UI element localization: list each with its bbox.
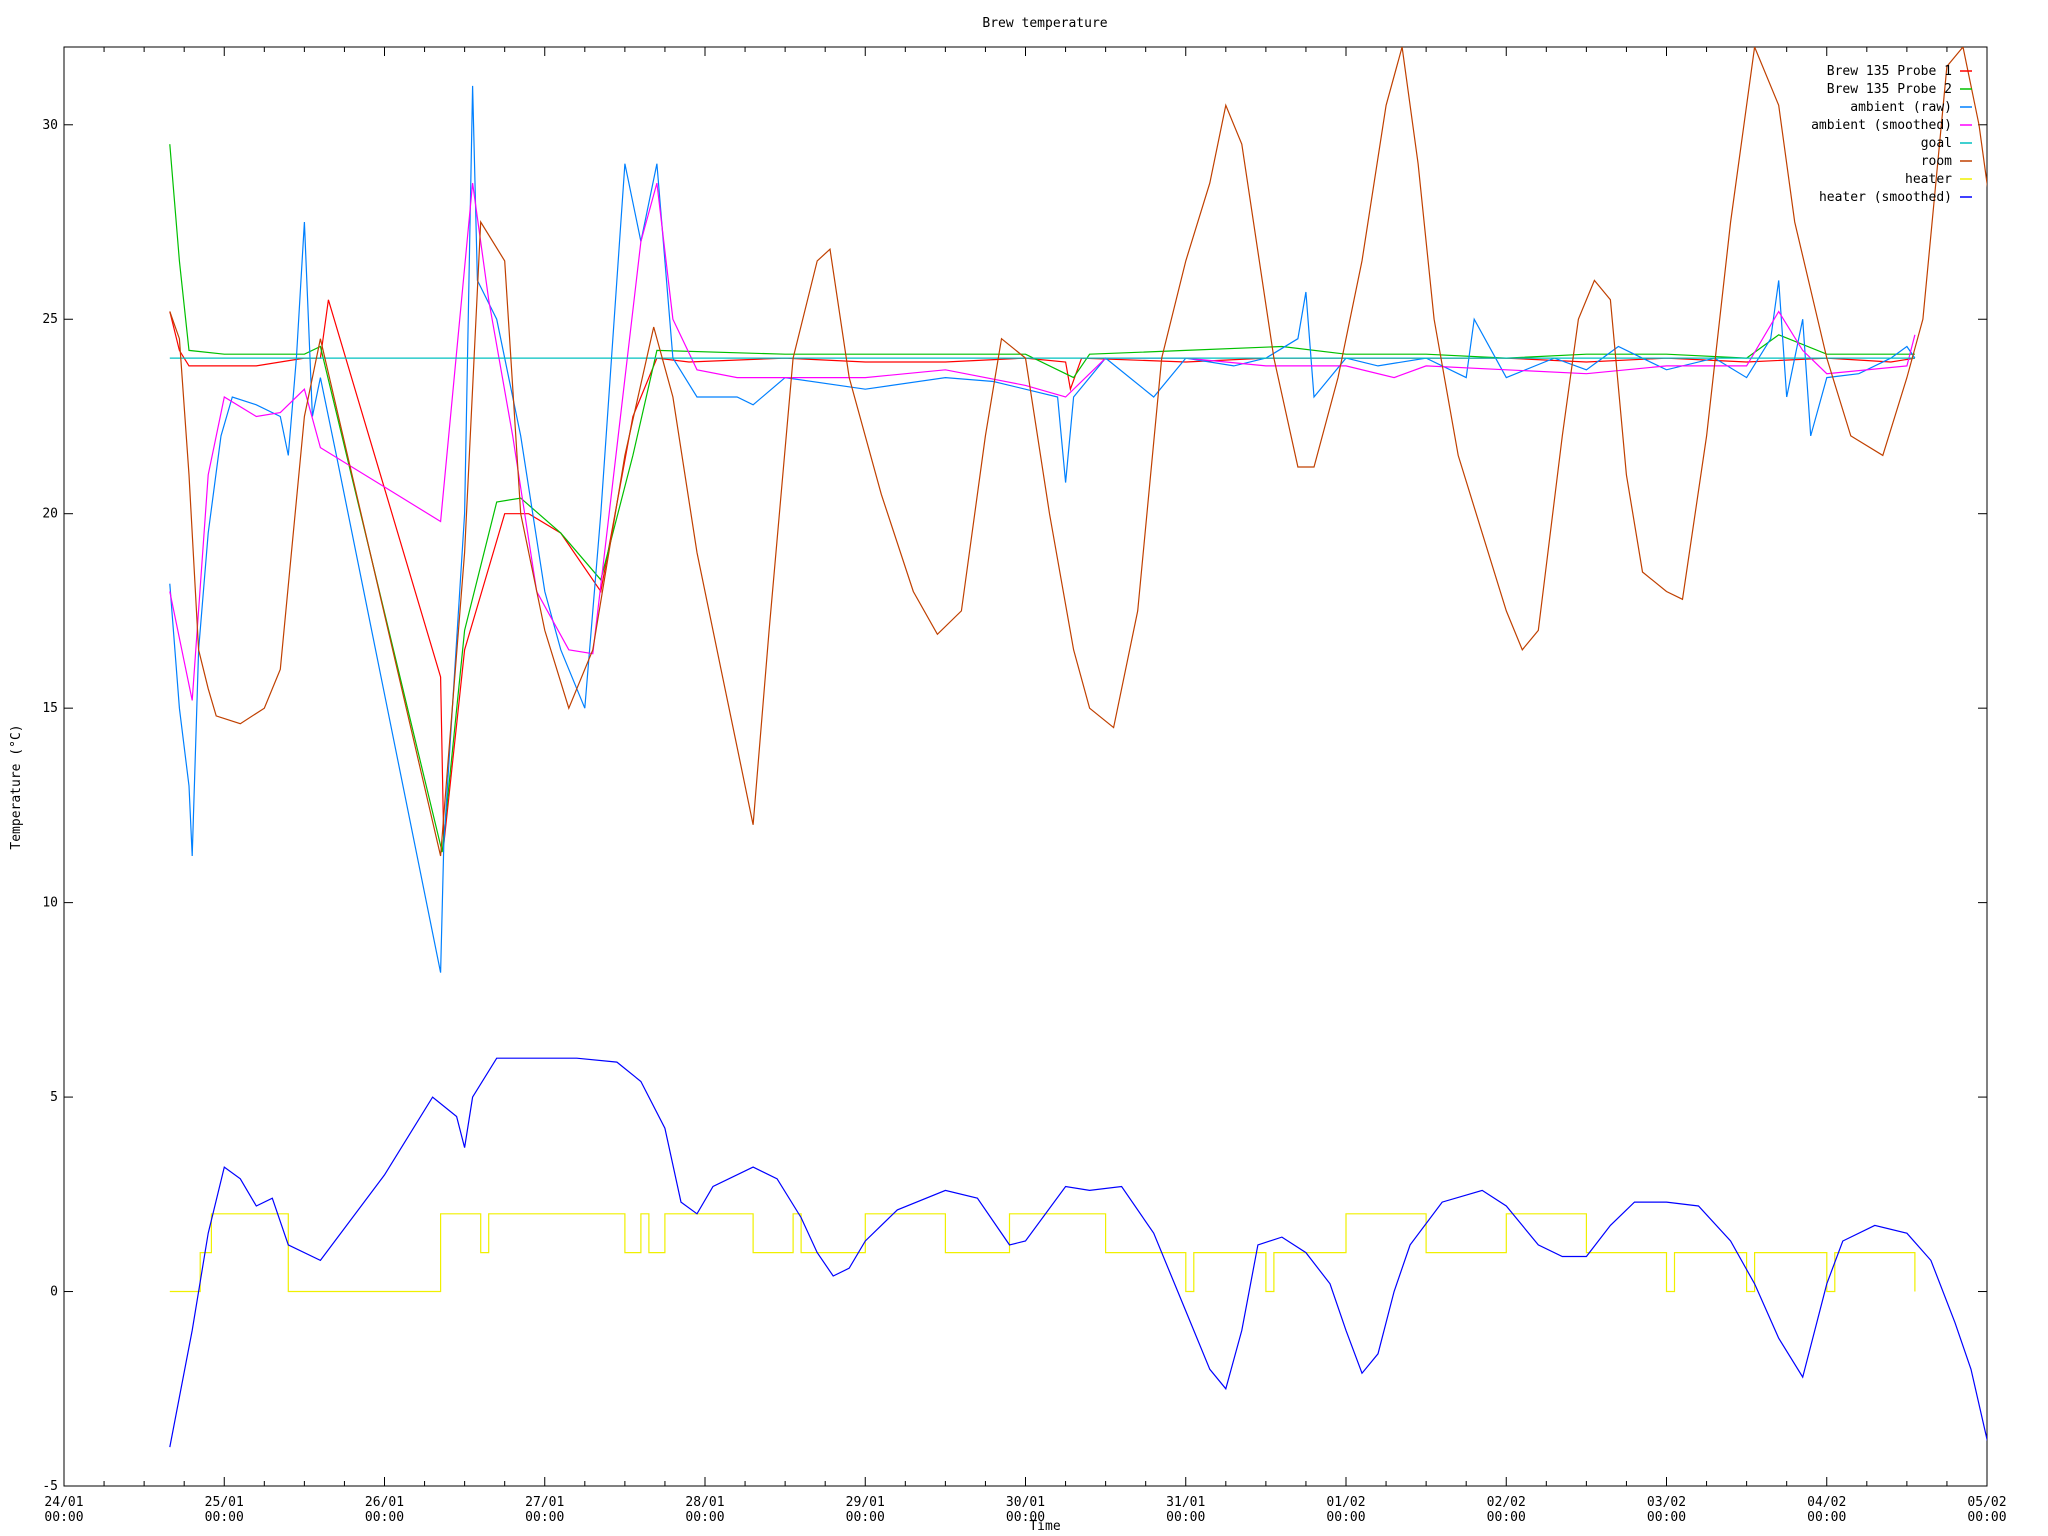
- x-tick-label-date: 03/02: [1647, 1495, 1686, 1510]
- y-tick-label: 5: [50, 1090, 58, 1105]
- y-tick-label: -5: [42, 1479, 58, 1494]
- legend-label-ambient-raw: ambient (raw): [1850, 100, 1952, 115]
- x-tick-label-date: 01/02: [1326, 1495, 1365, 1510]
- x-tick-label-time: 00:00: [525, 1510, 564, 1525]
- y-tick-label: 10: [42, 896, 58, 911]
- legend-label-heater: heater: [1905, 172, 1952, 187]
- x-tick-label-time: 00:00: [365, 1510, 404, 1525]
- x-tick-label-date: 30/01: [1006, 1495, 1045, 1510]
- legend-label-ambient-smoothed: ambient (smoothed): [1811, 118, 1952, 133]
- x-tick-label-date: 02/02: [1487, 1495, 1526, 1510]
- y-tick-label: 0: [50, 1285, 58, 1300]
- series-line-room: [169, 47, 1987, 857]
- legend-label-brew-135-probe-1: Brew 135 Probe 1: [1827, 64, 1952, 79]
- axes: -505101520253024/0100:0025/0100:0026/010…: [42, 47, 2007, 1525]
- y-axis-label: Temperature (°C): [9, 724, 24, 849]
- x-tick-label-time: 00:00: [1647, 1510, 1686, 1525]
- y-tick-label: 30: [42, 118, 58, 133]
- series-line-ambient-raw: [169, 85, 1916, 973]
- legend: Brew 135 Probe 1 Brew 135 Probe 2 ambient …: [1811, 64, 1972, 205]
- legend-label-heater-smoothed: heater (smoothed): [1819, 190, 1952, 205]
- x-tick-label-time: 00:00: [44, 1510, 83, 1525]
- plot-area-frame: [63, 46, 1988, 1487]
- x-tick-label-date: 04/02: [1807, 1495, 1846, 1510]
- x-tick-label-date: 28/01: [685, 1495, 724, 1510]
- x-tick-label-time: 00:00: [1967, 1510, 2006, 1525]
- x-tick-label-time: 00:00: [1166, 1510, 1205, 1525]
- series-line-brew-135-probe-2: [169, 144, 1915, 853]
- y-tick-label: 20: [42, 507, 58, 522]
- x-tick-label-date: 25/01: [205, 1495, 244, 1510]
- x-tick-label-time: 00:00: [1006, 1510, 1045, 1525]
- x-tick-label-date: 26/01: [365, 1495, 404, 1510]
- x-tick-label-time: 00:00: [1487, 1510, 1526, 1525]
- y-tick-label: 15: [42, 701, 58, 716]
- x-tick-label-time: 00:00: [846, 1510, 885, 1525]
- x-axis-label: Time: [1029, 1519, 1060, 1534]
- x-tick-label-date: 24/01: [44, 1495, 83, 1510]
- legend-label-goal: goal: [1921, 136, 1952, 151]
- x-tick-label-date: 27/01: [525, 1495, 564, 1510]
- series-layer: [169, 47, 1987, 1448]
- x-tick-label-date: 05/02: [1967, 1495, 2006, 1510]
- legend-label-room: room: [1921, 154, 1952, 169]
- y-tick-label: 25: [42, 312, 58, 327]
- x-tick-label-date: 31/01: [1166, 1495, 1205, 1510]
- x-tick-label-time: 00:00: [1807, 1510, 1846, 1525]
- x-tick-label-time: 00:00: [205, 1510, 244, 1525]
- x-tick-label-time: 00:00: [685, 1510, 724, 1525]
- series-line-ambient-smoothed: [169, 182, 1916, 701]
- series-line-heater-smoothed: [169, 1057, 1987, 1448]
- chart-title: Brew temperature: [982, 16, 1107, 31]
- series-line-heater: [169, 1213, 1916, 1293]
- legend-label-brew-135-probe-2: Brew 135 Probe 2: [1827, 82, 1952, 97]
- x-tick-label-date: 29/01: [846, 1495, 885, 1510]
- x-tick-label-time: 00:00: [1326, 1510, 1365, 1525]
- series-line-brew-135-probe-1: [169, 299, 1915, 845]
